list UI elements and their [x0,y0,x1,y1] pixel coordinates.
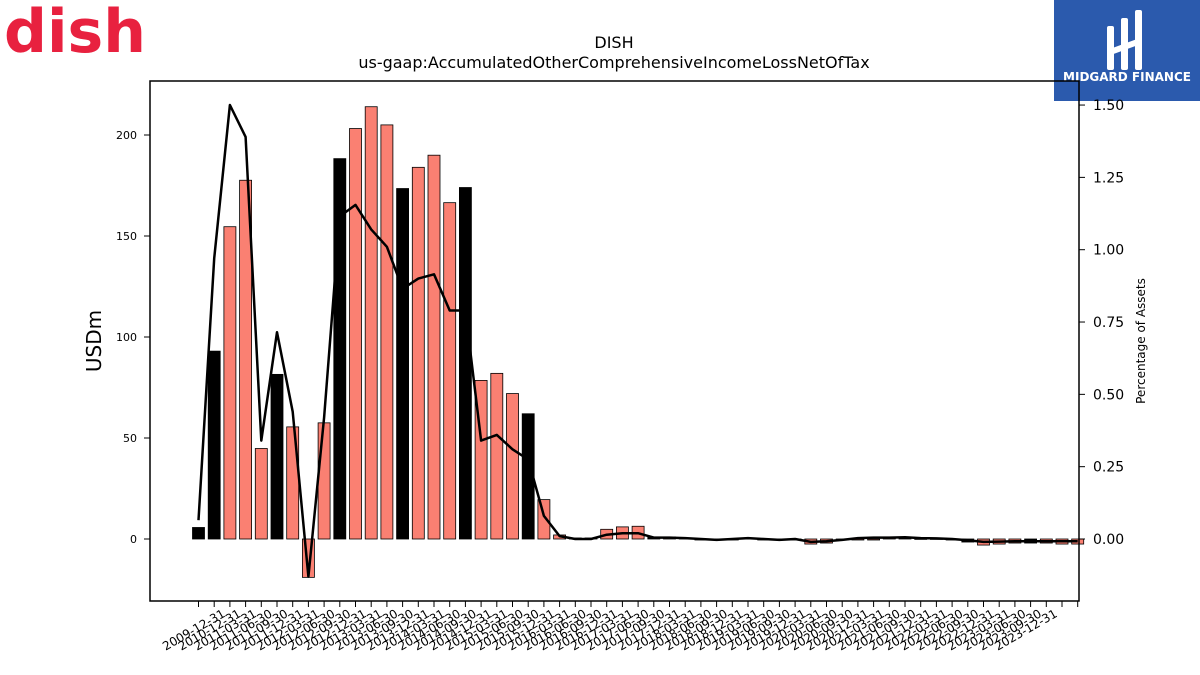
bar [380,124,394,540]
y2-tick-label: 0.25 [1093,460,1124,476]
bar [458,187,472,540]
bar [270,373,284,540]
bar [427,154,441,540]
y2-axis-label: Percentage of Assets [1134,278,1148,404]
y-tick-label: 200 [116,129,137,142]
bar-series [192,106,1085,578]
bar [254,448,268,540]
bar [396,188,410,540]
bar [506,393,519,540]
dish-logo: dish [4,0,146,67]
bar [317,422,331,540]
midgard-emblem-icon [1106,10,1142,70]
y-axis-right: 0.00 0.25 0.50 0.75 1.00 1.25 1.50 [1079,98,1124,548]
bar [349,128,362,540]
y-tick-label: 0 [130,533,137,546]
y-tick-label: 100 [116,331,137,344]
y2-tick-label: 0.75 [1093,315,1124,331]
bar [223,226,237,540]
bar [364,106,378,540]
y2-tick-label: 1.50 [1093,98,1124,114]
bar [411,166,425,540]
line-series [197,103,1078,578]
y-tick-label: 50 [123,432,137,445]
chart-subtitle: us-gaap:AccumulatedOtherComprehensiveInc… [358,53,869,72]
plot-frame [149,80,1080,602]
bar [207,350,221,540]
y2-tick-label: 0.00 [1093,532,1124,548]
y-axis-label: USDm [82,310,106,372]
x-axis: 2009-12-312010-12-312011-03-312011-06-30… [160,601,1079,653]
bar [867,538,880,541]
dish-logo-text: dish [4,0,146,67]
bar [192,527,205,540]
chart-title: DISH [594,33,633,52]
percentage-line [197,103,1078,578]
bar [443,202,457,540]
bar [490,372,504,540]
y2-tick-label: 1.25 [1093,170,1124,186]
y-tick-label: 150 [116,230,137,243]
midgard-logo-text: MIDGARD FINANCE [1063,70,1191,84]
y2-tick-label: 1.00 [1093,243,1124,259]
y-axis-left: 0 50 100 150 200 [116,129,150,546]
bar [239,179,253,540]
y2-tick-label: 0.50 [1093,387,1124,403]
midgard-finance-logo: MIDGARD FINANCE [1054,0,1200,101]
